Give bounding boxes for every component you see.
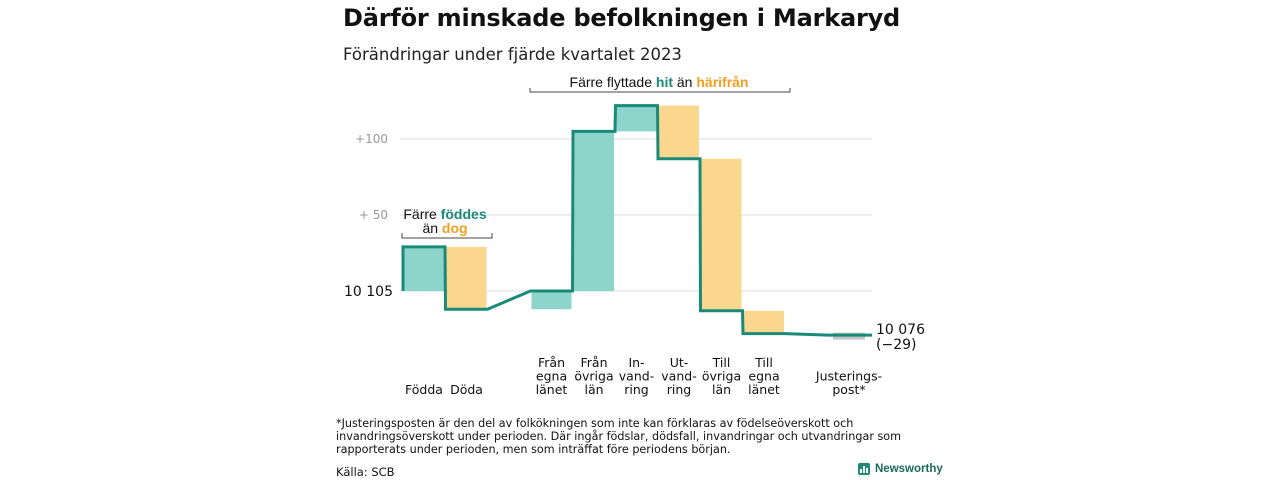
category-label: Födda: [405, 382, 443, 397]
bar-4: [616, 105, 657, 132]
category-label: Från övriga län: [574, 355, 613, 397]
newsworthy-logo: Newsworthy: [858, 463, 943, 475]
category-label: Till övriga län: [702, 355, 741, 397]
category-label-line: Födda: [405, 382, 443, 397]
bar-6: [701, 158, 742, 311]
bar-chart-icon: [858, 463, 870, 475]
category-label-line: övriga: [702, 369, 741, 384]
bar-3: [574, 131, 614, 291]
end-value-label: 10 076: [876, 322, 925, 338]
category-label: In-vand-ring: [619, 355, 654, 397]
category-label: Ut-vand-ring: [661, 355, 696, 397]
annot-text: än: [422, 220, 441, 236]
category-label-line: länet: [536, 382, 568, 397]
category-label-line: län: [584, 382, 603, 397]
category-label-line: vand-: [661, 369, 696, 384]
category-label-line: Från: [580, 355, 607, 370]
category-label-line: ring: [624, 382, 648, 397]
start-value-label: 10 105: [344, 284, 393, 300]
births-annotation-line2: än dog: [422, 220, 467, 236]
category-label-line: In-: [628, 355, 644, 370]
bar-1: [446, 246, 487, 310]
bar-2: [531, 291, 572, 310]
category-label-line: post*: [832, 382, 865, 397]
births-bracket: [401, 233, 493, 239]
category-label-line: Justerings-: [815, 369, 882, 384]
migration-bracket: [529, 88, 791, 93]
category-label: Justerings-post*: [815, 369, 882, 398]
category-label-line: Till: [754, 355, 773, 370]
category-label: Till egna länet: [748, 355, 780, 397]
category-label-line: län: [712, 382, 731, 397]
annot-highlight-teal: föddes: [441, 206, 487, 222]
annot-text: än: [673, 74, 696, 90]
y-tick-label: +100: [355, 132, 388, 146]
births-annotation-line1: Färre föddes: [403, 206, 486, 222]
category-label-line: Ut-: [670, 355, 689, 370]
category-label: Från egna länet: [536, 355, 568, 397]
category-label-line: Från: [538, 355, 565, 370]
chart-subtitle: Förändringar under fjärde kvartalet 2023: [343, 45, 682, 64]
category-label-line: övriga: [574, 369, 613, 384]
chart-title: Därför minskade befolkningen i Markaryd: [343, 4, 901, 32]
brand-label: Newsworthy: [875, 463, 943, 475]
total-line: [401, 104, 872, 337]
category-label-line: Till: [712, 355, 731, 370]
category-label-line: ring: [667, 382, 691, 397]
y-tick-label: + 50: [359, 208, 388, 222]
migration-annotation: Färre flyttade hit än härifrån: [570, 74, 749, 90]
annot-text: Färre: [403, 206, 440, 222]
category-label-line: vand-: [619, 369, 654, 384]
annot-text: Färre flyttade: [570, 74, 656, 90]
bar-7: [744, 310, 784, 334]
end-change-label: (−29): [876, 337, 916, 353]
annot-highlight-orange: härifrån: [696, 74, 748, 90]
annot-highlight-teal: hit: [656, 74, 673, 90]
category-label-line: länet: [748, 382, 780, 397]
source-label: Källa: SCB: [336, 465, 395, 479]
category-label: Döda: [450, 382, 483, 397]
bar-5: [659, 105, 699, 159]
category-label-line: Döda: [450, 382, 483, 397]
bar-0: [404, 246, 444, 291]
annot-highlight-orange: dog: [442, 220, 468, 236]
category-label-line: egna: [536, 369, 567, 384]
footnote: *Justeringsposten är den del av folkökni…: [336, 417, 902, 456]
category-label-line: egna: [748, 369, 779, 384]
